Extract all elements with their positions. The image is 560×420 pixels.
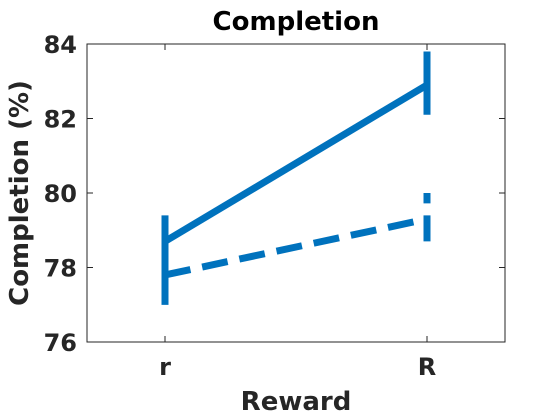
y-tick-label: 76 <box>44 329 77 357</box>
y-tick-label: 84 <box>44 31 77 59</box>
x-axis-label: Reward <box>241 387 352 417</box>
series-layer <box>161 51 431 305</box>
data-point <box>423 215 431 223</box>
y-tick-label: 82 <box>44 106 77 134</box>
plot-area <box>86 43 506 343</box>
y-axis: 76 78 80 82 84 <box>44 31 505 357</box>
data-point <box>423 81 431 89</box>
y-axis-label: Completion (%) <box>5 80 35 306</box>
series-dashed <box>161 193 431 305</box>
y-tick-label: 78 <box>44 255 77 283</box>
series-line <box>163 81 429 245</box>
data-point <box>161 237 169 245</box>
x-tick-label: R <box>418 353 436 381</box>
data-point <box>161 271 169 279</box>
chart-title: Completion <box>213 7 380 37</box>
y-tick-label: 80 <box>44 180 77 208</box>
x-tick-label: r <box>159 353 171 381</box>
series-line <box>164 215 428 279</box>
